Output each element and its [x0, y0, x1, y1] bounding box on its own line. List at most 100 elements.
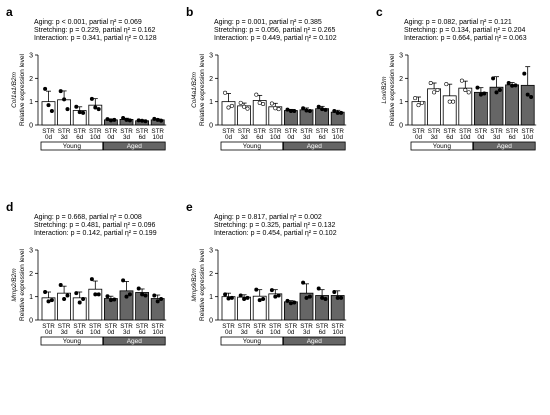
x-tick-label-bottom: 10d [332, 329, 343, 336]
x-tick-label-top: STR [120, 128, 133, 135]
x-tick-label-bottom: 3d [123, 134, 131, 141]
group-label-aged: Aged [307, 338, 323, 345]
data-point [140, 292, 145, 297]
x-tick-label-top: STR [222, 323, 235, 330]
panel-letter: d [6, 200, 13, 214]
data-point [49, 298, 54, 303]
data-point [285, 298, 290, 303]
y-tick-label: 0 [209, 123, 213, 130]
stats-line: Interaction: p = 0.664, partial η² = 0.0… [404, 35, 527, 42]
data-point [93, 105, 98, 110]
data-point [335, 110, 340, 115]
stats-line: Aging: p = 0.817, partial η² = 0.002 [214, 214, 322, 221]
x-tick-label-bottom: 3d [303, 134, 311, 141]
data-point [494, 90, 499, 95]
x-tick-label-top: STR [521, 128, 534, 135]
y-tick-label: 3 [209, 248, 213, 255]
x-tick-label-top: STR [105, 128, 118, 135]
group-box-aged [282, 336, 346, 346]
data-point [121, 278, 126, 283]
data-point [43, 86, 48, 91]
data-point [451, 99, 456, 104]
y-tick-label: 2 [209, 76, 213, 83]
x-tick-label-top: STR [136, 128, 149, 135]
group-label-young: Young [63, 143, 82, 150]
data-point [510, 83, 515, 88]
x-tick-label-top: STR [300, 323, 313, 330]
data-point [261, 102, 266, 107]
x-tick-label-top: STR [89, 323, 102, 330]
data-point [58, 282, 63, 287]
x-tick-label-top: STR [316, 128, 329, 135]
x-tick-label-bottom: 3d [241, 329, 249, 336]
data-point [127, 118, 132, 123]
y-tick-label: 1 [209, 99, 213, 106]
x-tick-label-top: STR [58, 128, 71, 135]
group-box-aged [103, 336, 166, 346]
x-tick-label-bottom: 10d [460, 134, 471, 141]
x-tick-label-top: STR [412, 128, 425, 135]
y-tick-label: 2 [29, 271, 33, 278]
x-tick-label-bottom: 0d [415, 134, 423, 141]
x-tick-label-bottom: 0d [45, 329, 53, 336]
x-tick-label-bottom: 0d [287, 134, 295, 141]
y-axis-label: Relative expression level [19, 249, 26, 321]
data-point [43, 289, 48, 294]
data-point [522, 71, 527, 76]
data-point [229, 103, 234, 108]
panel-a: a Aging: p < 0.001, partial η² = 0.069Str… [6, 5, 167, 151]
data-point [447, 99, 452, 104]
x-tick-label-bottom: 6d [76, 329, 84, 336]
data-point [155, 117, 160, 122]
x-tick-label-bottom: 6d [509, 134, 517, 141]
x-tick-label-top: STR [475, 128, 488, 135]
data-point [339, 295, 344, 300]
data-point [105, 117, 110, 122]
x-tick-label-top: STR [42, 323, 55, 330]
x-tick-label-top: STR [105, 323, 118, 330]
data-point [77, 110, 82, 115]
data-point [254, 92, 259, 97]
data-point [238, 100, 243, 105]
gene-label: Loxl/B2m [381, 76, 388, 104]
data-point [65, 107, 70, 112]
y-tick-label: 1 [399, 99, 403, 106]
x-tick-label-top: STR [42, 128, 55, 135]
data-point [245, 106, 250, 111]
stats-line: Stretching: p = 0.229, partial η² = 0.16… [34, 27, 156, 34]
x-tick-label-bottom: 6d [256, 134, 264, 141]
data-point [332, 289, 337, 294]
data-point [478, 92, 483, 97]
panel-c: c Aging: p = 0.082, partial η² = 0.121Str… [376, 5, 537, 151]
data-point [65, 293, 70, 298]
y-tick-label: 1 [209, 294, 213, 301]
x-tick-label-top: STR [238, 128, 251, 135]
data-point [269, 288, 274, 293]
y-tick-label: 0 [209, 318, 213, 325]
x-tick-label-top: STR [490, 128, 503, 135]
stats-line: Interaction: p = 0.449, partial η² = 0.1… [214, 35, 337, 42]
stats-line: Aging: p = 0.668, partial η² = 0.008 [34, 214, 142, 221]
x-tick-label-top: STR [136, 323, 149, 330]
x-tick-label-top: STR [285, 323, 298, 330]
data-point [74, 104, 79, 109]
x-tick-label-top: STR [151, 323, 164, 330]
group-label-aged: Aged [497, 143, 513, 150]
group-label-young: Young [243, 143, 262, 150]
data-point [112, 297, 117, 302]
data-point [316, 286, 321, 291]
data-point [136, 286, 141, 291]
data-point [320, 107, 325, 112]
data-point [46, 299, 51, 304]
x-tick-label-bottom: 3d [241, 134, 249, 141]
x-tick-label-bottom: 0d [477, 134, 485, 141]
group-label-young: Young [433, 143, 452, 150]
x-tick-label-bottom: 6d [319, 329, 327, 336]
data-point [124, 294, 129, 299]
stats-line: Stretching: p = 0.325, partial η² = 0.13… [214, 222, 336, 229]
gene-label: Mmp2/B2m [11, 268, 18, 302]
data-point [413, 96, 418, 101]
stats-line: Aging: p = 0.001, partial η² = 0.385 [214, 19, 322, 26]
x-tick-label-bottom: 6d [76, 134, 84, 141]
y-tick-label: 3 [29, 53, 33, 60]
